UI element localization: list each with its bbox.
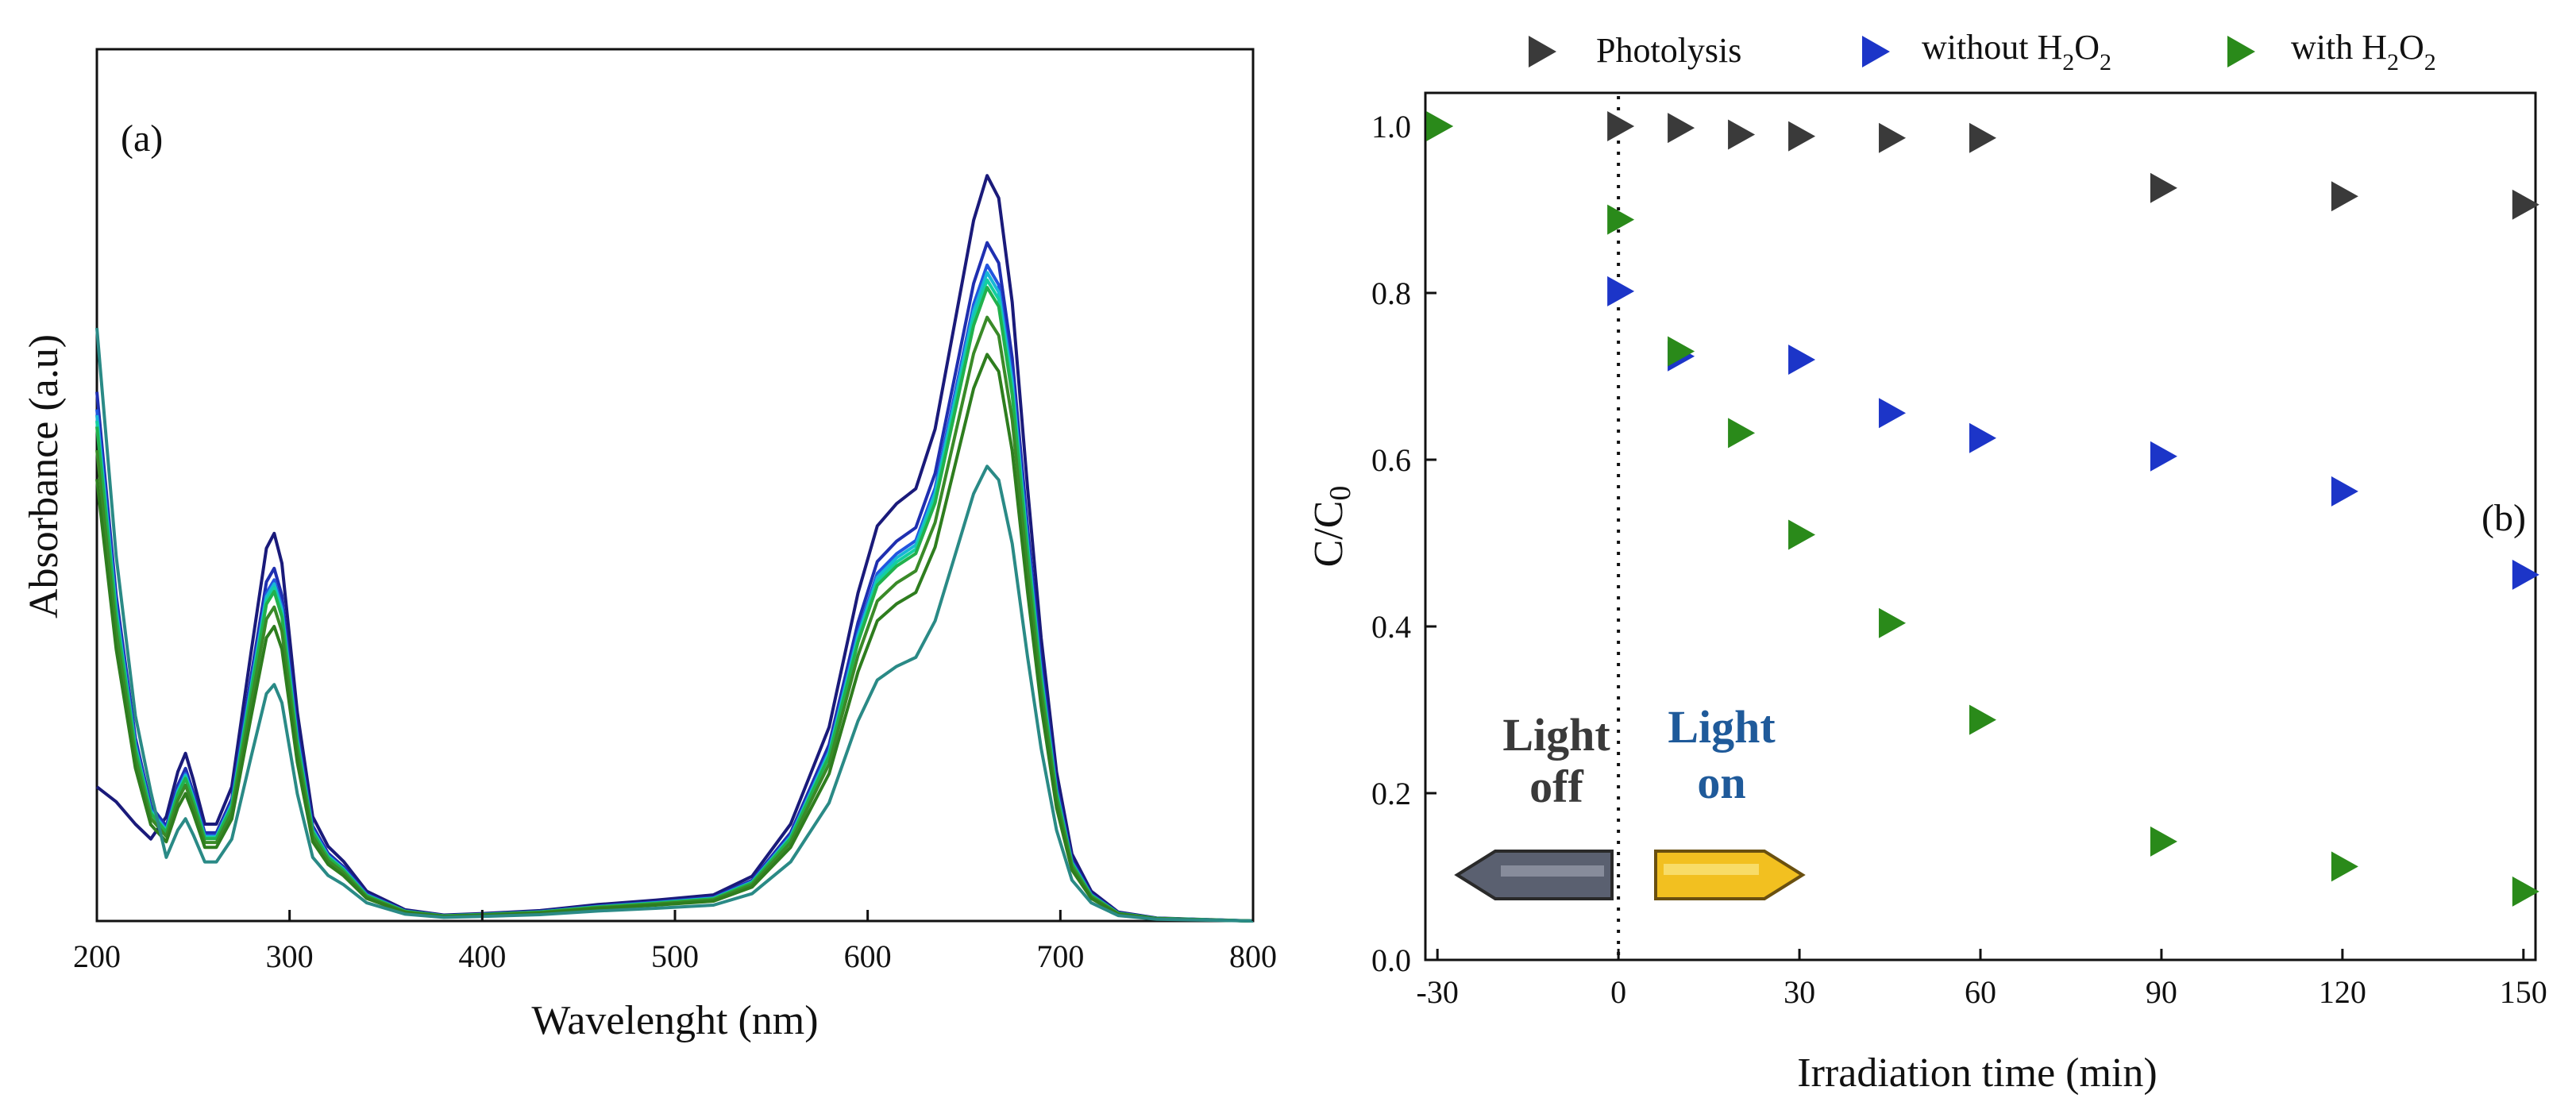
point-with-h2o2 [2150,826,2177,857]
point-with-h2o2 [2331,851,2358,882]
point-photolysis [1969,122,1996,153]
spectrum-line-6 [95,286,1254,923]
y-tick-label-b: 0.2 [1371,776,1411,811]
legend-marker-photolysis [1529,36,1556,67]
x-tick-label-b: 60 [1965,974,1996,1010]
legend-label-without-h2o2: without H2O2 [1922,28,2111,75]
x-tick-label-b: 150 [2500,974,2547,1010]
legend-label-with-h2o2: with H2O2 [2291,28,2436,75]
point-photolysis [1728,119,1756,150]
point-photolysis [2512,189,2539,220]
point-without-h2o2 [1879,398,1907,429]
point-with-h2o2 [1426,111,1454,141]
point-with-h2o2 [1728,418,1756,449]
x-tick-label-b: 120 [2319,974,2366,1010]
point-without-h2o2 [2150,441,2177,472]
spectrum-line-7 [95,315,1254,923]
spectra-lines [95,174,1254,923]
point-photolysis [2150,172,2177,203]
plot-area-a [95,48,1255,923]
point-without-h2o2 [2512,559,2539,590]
point-with-h2o2 [1969,704,1996,735]
data-points [1426,111,2539,907]
y-axis-label-b: C/C0 [1306,486,1357,568]
absorbance-spectra-chart: 200 300 400 500 600 700 800 (a) Wavelenght (nm… [21,48,1277,1043]
point-with-h2o2 [2512,876,2539,907]
y-axis-label-a: Absorbance (a.u) [21,334,67,619]
point-photolysis [1879,122,1907,153]
spectrum-line-8 [95,353,1254,923]
point-photolysis [1607,111,1635,141]
degradation-kinetics-chart: -30 0 30 60 90 120 150 0.0 0.2 0.4 0.6 0.8 1.0 Light… [1306,28,2547,1096]
panel-label-b: (b) [2482,497,2526,539]
legend-label-photolysis: Photolysis [1596,31,1741,70]
x-axis-label-b: Irradiation time (min) [1797,1050,2157,1096]
light-off-label-line2: off [1529,761,1583,812]
x-tick-label-a: 300 [266,938,314,974]
point-photolysis [2331,181,2358,212]
x-tick-label-b: 90 [2146,974,2177,1010]
x-tick-label-a: 700 [1036,938,1084,974]
x-tick-label-b: 30 [1784,974,1815,1010]
x-tick-label-b: 0 [1610,974,1626,1010]
y-tick-label-b: 1.0 [1371,109,1411,145]
point-without-h2o2 [1788,345,1816,375]
x-tick-label-b: -30 [1417,974,1459,1010]
light-on-arrow [1654,850,1806,900]
legend-marker-with-h2o2 [2227,36,2255,67]
light-on-label-line1: Light [1668,701,1776,753]
x-tick-label-a: 400 [458,938,506,974]
point-with-h2o2 [1668,336,1695,367]
light-on-label-line2: on [1697,757,1745,808]
y-tick-label-b: 0.4 [1371,609,1411,645]
panel-label-a: (a) [121,118,163,160]
y-tick-label-b: 0.0 [1371,942,1411,978]
legend-marker-without-h2o2 [1862,36,1890,67]
x-axis-label-a: Wavelenght (nm) [531,998,818,1043]
spectrum-line-2 [95,241,1254,923]
y-tick-label-b: 0.6 [1371,442,1411,478]
x-tick-label-a: 500 [651,938,699,974]
point-with-h2o2 [1879,607,1907,638]
plot-area-b [1424,91,2537,961]
light-off-arrow [1454,850,1614,900]
x-axis-ticks-a: 200 300 400 500 600 700 800 [73,910,1277,974]
light-off-label-line1: Light [1502,709,1610,761]
point-with-h2o2 [1788,519,1816,550]
spectrum-line-9 [95,327,1254,923]
x-tick-label-a: 800 [1229,938,1277,974]
point-photolysis [1668,113,1695,144]
point-with-h2o2 [1607,204,1635,235]
point-without-h2o2 [2331,476,2358,507]
axes-ticks-b: -30 0 30 60 90 120 150 0.0 0.2 0.4 0.6 0.8 1.0 [1371,109,2547,1010]
x-tick-label-a: 600 [844,938,892,974]
x-tick-label-a: 200 [73,938,121,974]
spectrum-line-1 [95,174,1254,923]
legend: Photolysis without H2O2 with H2O2 [1529,28,2436,75]
y-tick-label-b: 0.8 [1371,276,1411,311]
point-without-h2o2 [1969,422,1996,453]
point-photolysis [1788,121,1816,152]
point-without-h2o2 [1607,276,1635,306]
